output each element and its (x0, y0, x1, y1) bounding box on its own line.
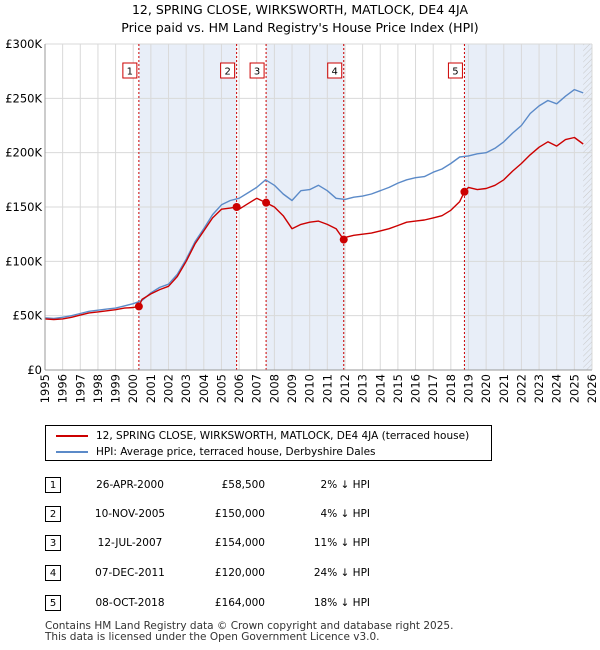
x-tick-label: 2022 (514, 374, 528, 403)
x-tick-label: 2016 (409, 374, 423, 403)
table-row: 4 07-DEC-2011 £120,000 24% ↓ HPI (45, 564, 405, 584)
x-tick-label: 2004 (197, 374, 211, 403)
future-hatch (583, 44, 592, 370)
x-tick-label: 2017 (426, 374, 440, 403)
x-tick-label: 2024 (550, 374, 564, 403)
sale-label-box (327, 62, 343, 79)
x-tick-label: 2025 (567, 374, 581, 403)
y-tick-label: £100K (5, 254, 42, 268)
x-tick-label: 2000 (126, 374, 140, 403)
y-tick-label: £150K (5, 200, 42, 214)
x-tick-label: 2009 (285, 374, 299, 403)
sale-date: 08-OCT-2018 (95, 597, 165, 609)
sale-point (460, 187, 469, 196)
sale-price: £150,000 (214, 508, 265, 520)
sale-hpi-diff: 4% ↓ HPI (320, 508, 370, 520)
sale-number-badge: 5 (45, 595, 61, 611)
legend-hpi-label: HPI: Average price, terraced house, Derb… (96, 446, 376, 458)
sale-date: 12-JUL-2007 (97, 537, 163, 549)
y-tick-label: £0 (27, 363, 42, 377)
y-tick-label: £300K (5, 37, 42, 51)
sale-number-badge: 4 (45, 565, 61, 581)
sale-label-box (249, 62, 265, 79)
x-tick-label: 2018 (444, 374, 458, 403)
x-tick-label: 2003 (179, 374, 193, 403)
y-tick-label: £250K (5, 91, 42, 105)
sale-hpi-diff: 18% ↓ HPI (313, 597, 370, 609)
chart-title: 12, SPRING CLOSE, WIRKSWORTH, MATLOCK, D… (0, 1, 600, 37)
sale-hpi-diff: 24% ↓ HPI (313, 567, 370, 579)
sale-date: 07-DEC-2011 (95, 567, 165, 579)
sale-date: 26-APR-2000 (96, 479, 164, 491)
x-tick-label: 2012 (338, 374, 352, 403)
table-row: 5 08-OCT-2018 £164,000 18% ↓ HPI (45, 594, 405, 614)
sale-hpi-diff: 2% ↓ HPI (320, 479, 370, 491)
sale-number-badge: 2 (45, 506, 61, 522)
sale-label-box (220, 62, 236, 79)
x-tick-label: 1996 (56, 374, 70, 403)
footer-copyright: Contains HM Land Registry data © Crown c… (45, 620, 454, 632)
x-tick-label: 2015 (391, 374, 405, 403)
x-tick-label: 2013 (356, 374, 370, 403)
x-tick-label: 2021 (497, 374, 511, 403)
sale-point (339, 235, 348, 244)
x-tick-label: 2011 (320, 374, 334, 403)
x-tick-label: 2001 (144, 374, 158, 403)
sale-price: £164,000 (214, 597, 265, 609)
table-row: 2 10-NOV-2005 £150,000 4% ↓ HPI (45, 505, 405, 525)
x-tick-label: 1995 (38, 374, 52, 403)
y-tick-label: £50K (13, 309, 43, 323)
table-row: 1 26-APR-2000 £58,500 2% ↓ HPI (45, 476, 405, 496)
sale-label-number: 5 (452, 67, 458, 78)
sale-number-badge: 1 (45, 477, 61, 493)
x-tick-label: 2019 (461, 374, 475, 403)
legend-price-label: 12, SPRING CLOSE, WIRKSWORTH, MATLOCK, D… (96, 430, 470, 442)
x-tick-label: 2007 (250, 374, 264, 403)
x-tick-label: 1997 (73, 374, 87, 403)
x-tick-label: 2026 (585, 374, 599, 403)
sale-label-box (122, 62, 138, 79)
x-tick-label: 2020 (479, 374, 493, 403)
sale-price: £154,000 (214, 537, 265, 549)
x-tick-label: 1999 (109, 374, 123, 403)
sale-point (232, 203, 241, 211)
price-chart: 1 2 3 4 5 £0 £50K £100K £150K £200K £250K £300K 1995… (5, 37, 599, 403)
x-tick-label: 2023 (532, 374, 546, 403)
chart-title-line1: 12, SPRING CLOSE, WIRKSWORTH, MATLOCK, D… (131, 2, 469, 17)
x-tick-label: 2002 (162, 374, 176, 403)
sale-date: 10-NOV-2005 (94, 508, 166, 520)
sale-label-box (447, 62, 463, 79)
legend-hpi-swatch (56, 451, 88, 453)
sale-label-number: 4 (332, 67, 338, 78)
footer: Contains HM Land Registry data © Crown c… (45, 621, 453, 643)
sale-price: £120,000 (214, 567, 265, 579)
footer-license: This data is licensed under the Open Gov… (45, 631, 380, 643)
hpi-line (44, 88, 584, 320)
sale-label-number: 3 (254, 67, 260, 78)
sale-label-number: 1 (127, 67, 133, 78)
table-row: 3 12-JUL-2007 £154,000 11% ↓ HPI (45, 534, 405, 554)
sale-point (134, 302, 143, 311)
sale-hpi-diff: 11% ↓ HPI (313, 537, 370, 549)
x-tick-label: 2005 (214, 374, 228, 403)
x-tick-label: 2014 (373, 374, 387, 403)
x-tick-label: 2006 (232, 374, 246, 403)
x-tick-label: 1998 (91, 374, 105, 403)
sale-price: £58,500 (221, 479, 265, 491)
legend-price-swatch (56, 435, 88, 437)
x-tick-label: 2008 (267, 374, 281, 403)
sale-label-number: 2 (224, 67, 230, 78)
x-tick-label: 2010 (303, 374, 317, 403)
y-tick-label: £200K (5, 146, 42, 160)
legend: 12, SPRING CLOSE, WIRKSWORTH, MATLOCK, D… (45, 425, 492, 461)
sale-number-badge: 3 (45, 535, 61, 551)
sale-point (262, 198, 271, 207)
chart-title-line2: Price paid vs. HM Land Registry's House … (121, 20, 479, 35)
